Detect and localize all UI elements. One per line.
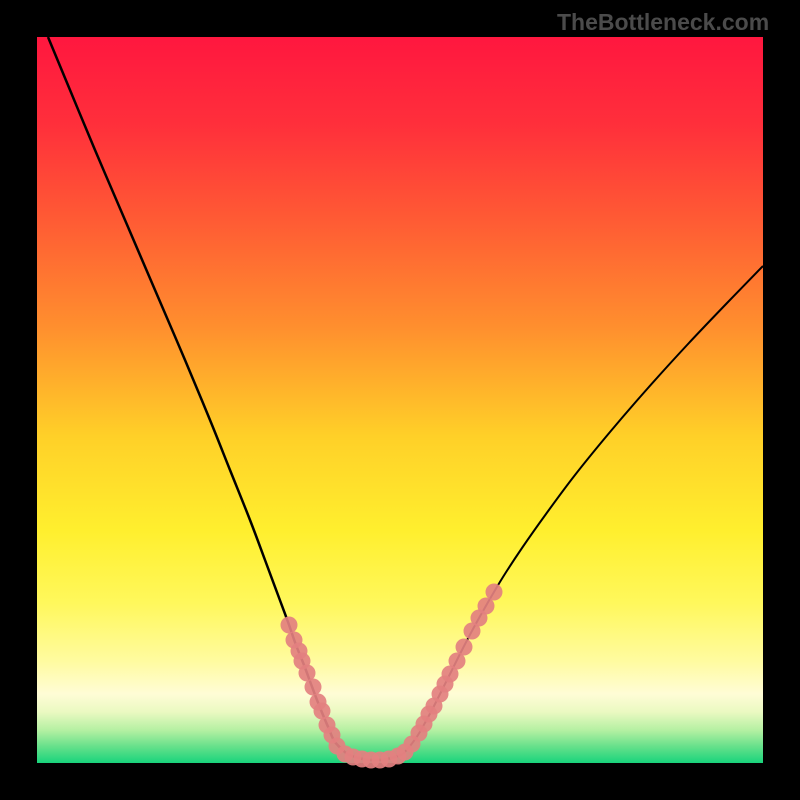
chart-svg (0, 0, 800, 800)
overlay-dot (486, 584, 503, 601)
overlay-dot (456, 639, 473, 656)
overlay-dot (281, 617, 298, 634)
curve-right (403, 266, 763, 754)
dot-overlay-group (281, 584, 503, 769)
overlay-dot (305, 679, 322, 696)
